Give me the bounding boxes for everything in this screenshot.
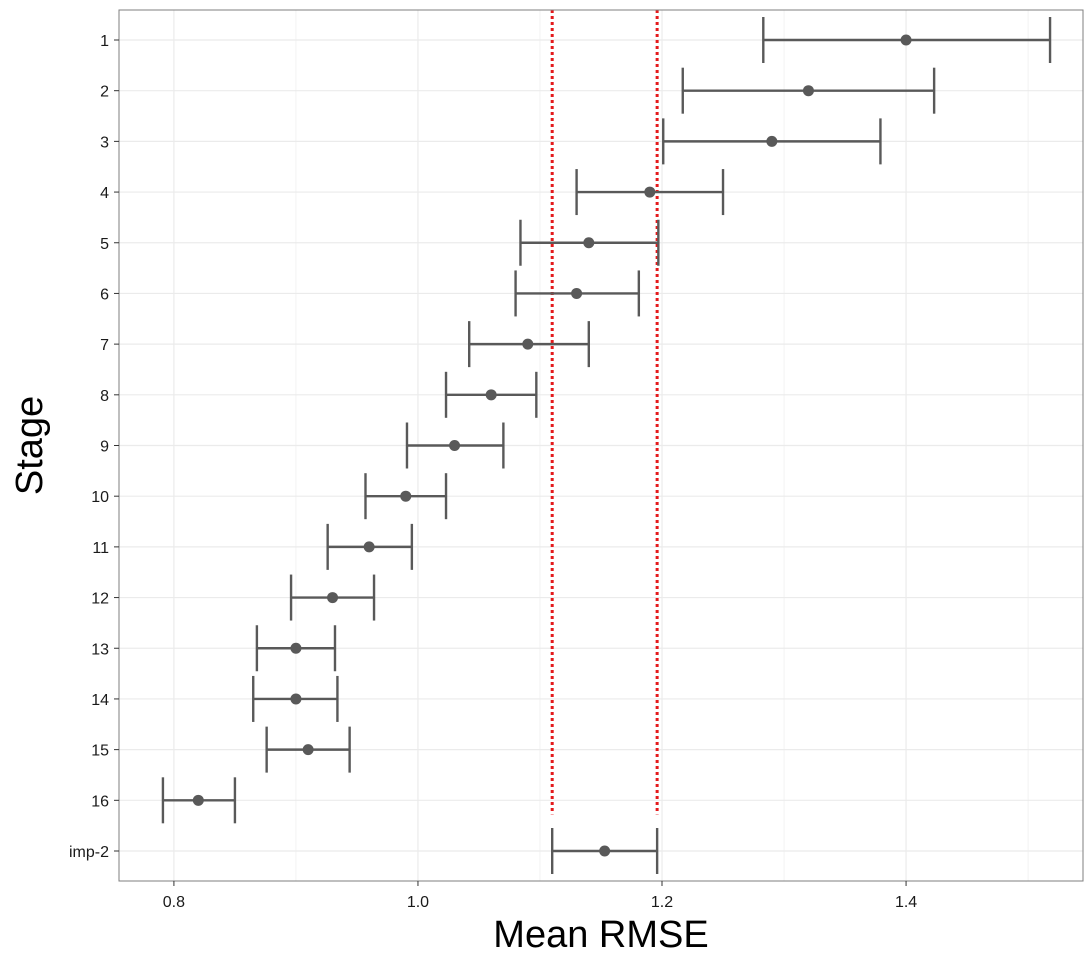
y-tick-label: 15: [91, 743, 109, 760]
y-tick-label: 7: [100, 337, 109, 354]
y-tick-label: 11: [92, 540, 109, 557]
y-axis-title: Stage: [9, 396, 51, 495]
data-point: [522, 338, 534, 350]
y-tick-label: imp-2: [69, 844, 109, 861]
y-tick-label: 8: [100, 388, 109, 405]
grid-lines: [119, 10, 1083, 881]
y-tick-label: 3: [100, 134, 109, 151]
y-tick-label: 16: [91, 793, 109, 810]
data-point: [290, 642, 302, 654]
data-point: [766, 135, 778, 147]
data-point: [192, 794, 204, 806]
data-point: [449, 440, 461, 451]
data-point: [302, 744, 314, 756]
data-point: [290, 693, 302, 705]
reference-lines: [550, 10, 659, 815]
y-tick-label: 14: [91, 692, 109, 709]
y-tick-label: 10: [91, 489, 109, 506]
y-tick-label: 2: [100, 84, 109, 101]
y-tick-label: 9: [100, 439, 109, 456]
data-point: [327, 592, 339, 604]
x-axis-title: Mean RMSE: [493, 914, 708, 954]
x-axis-ticks: 0.8 1.0 1.2 1.4: [163, 881, 917, 911]
data-point: [900, 34, 912, 46]
x-tick-label: 1.4: [895, 894, 917, 911]
data-point: [363, 541, 375, 553]
y-tick-label: 12: [91, 591, 109, 608]
x-tick-label: 0.8: [163, 894, 185, 911]
data-point: [644, 186, 656, 198]
y-tick-label: 5: [100, 236, 109, 253]
data-point: [599, 845, 611, 857]
y-tick-label: 1: [100, 33, 109, 50]
y-tick-label: 13: [91, 641, 109, 658]
x-tick-label: 1.0: [407, 894, 429, 911]
x-tick-label: 1.2: [651, 894, 673, 911]
data-point: [571, 287, 583, 299]
data-point: [583, 237, 595, 249]
data-point: [400, 490, 412, 502]
data-point: [485, 389, 497, 401]
y-tick-label: 4: [100, 185, 109, 202]
data-points: [192, 34, 912, 857]
y-tick-label: 6: [100, 286, 109, 303]
data-point: [802, 85, 814, 97]
